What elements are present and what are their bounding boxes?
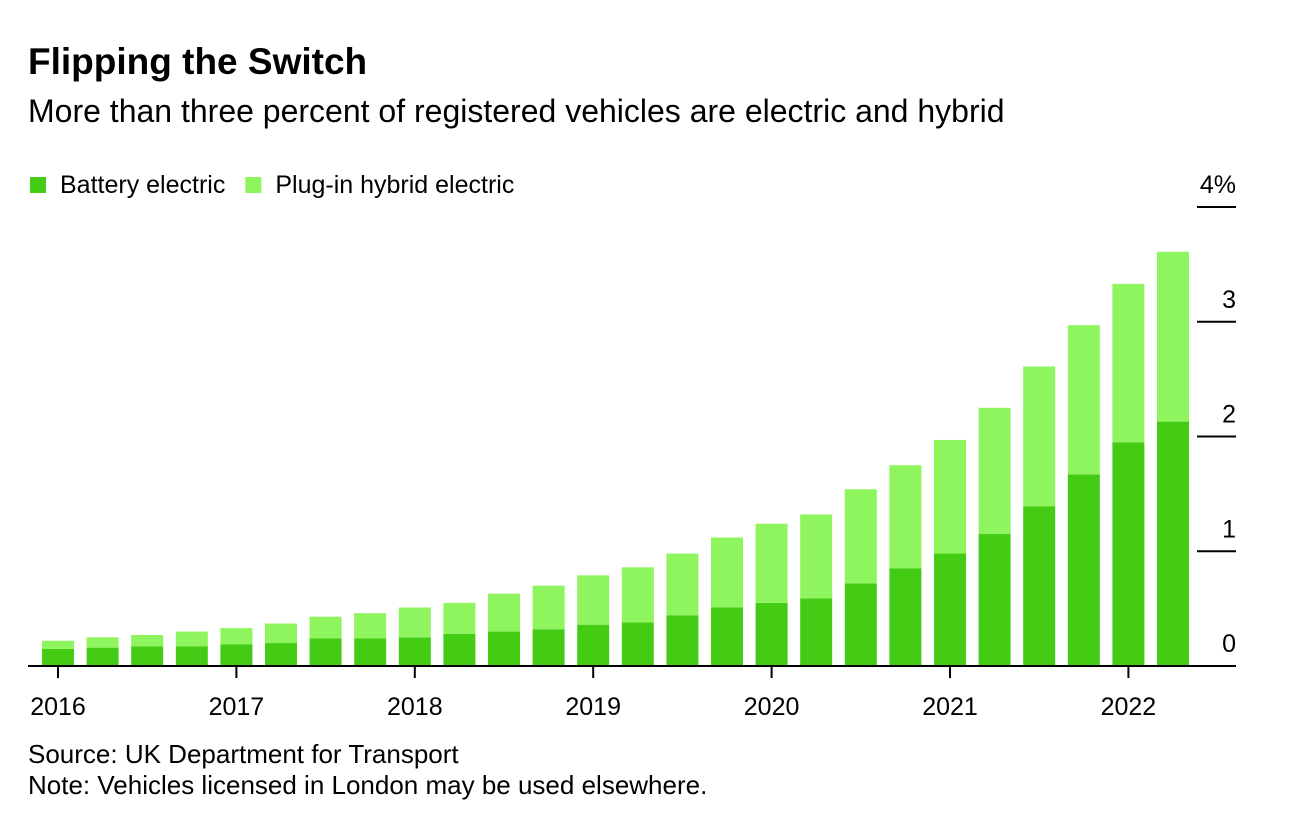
bar-segment bbox=[42, 640, 74, 649]
bar-segment bbox=[755, 602, 788, 666]
x-tick-label: 2019 bbox=[565, 693, 621, 721]
bar-segment bbox=[1023, 506, 1056, 666]
bar-segment bbox=[1157, 421, 1189, 666]
bar-segment bbox=[354, 638, 387, 666]
bar-segment bbox=[175, 631, 208, 647]
bar-segment bbox=[309, 616, 342, 639]
y-tick-label: 3 bbox=[1222, 286, 1236, 314]
bar-segment bbox=[265, 643, 297, 666]
bar-segment bbox=[220, 644, 253, 666]
x-tick-label: 2022 bbox=[1101, 693, 1157, 721]
bar-segment bbox=[621, 622, 654, 666]
bar-segment bbox=[175, 646, 208, 666]
bar-segment bbox=[86, 647, 119, 666]
source: Source: UK Department for Transport bbox=[28, 739, 459, 769]
legend-label: Plug-in hybrid electric bbox=[275, 171, 514, 199]
x-tick-label: 2016 bbox=[30, 693, 86, 721]
bar-segment bbox=[443, 602, 476, 634]
bar-segment bbox=[800, 514, 833, 599]
bar-segment bbox=[398, 607, 431, 638]
chart-subtitle: More than three percent of registered ve… bbox=[28, 93, 1005, 129]
bar-segment bbox=[1067, 474, 1100, 666]
bar-segment bbox=[443, 633, 476, 666]
bar-segment bbox=[488, 631, 520, 666]
bar-segment bbox=[532, 629, 565, 666]
bar-segment bbox=[711, 537, 743, 608]
y-tick-label: 2 bbox=[1222, 401, 1236, 429]
bar-segment bbox=[42, 648, 74, 666]
bar-segment bbox=[488, 593, 520, 632]
y-tick-label: 1 bbox=[1222, 515, 1236, 543]
bar-segment bbox=[131, 646, 164, 666]
note: Note: Vehicles licensed in London may be… bbox=[28, 770, 707, 800]
bar-segment bbox=[398, 637, 431, 666]
bar-segment bbox=[1112, 283, 1145, 443]
bar-segment bbox=[666, 553, 699, 616]
bar-segment bbox=[309, 638, 342, 666]
bar-segment bbox=[934, 553, 966, 666]
y-tick-label: 0 bbox=[1222, 630, 1236, 658]
bar-segment bbox=[844, 489, 877, 584]
bar-segment bbox=[978, 407, 1011, 535]
bar-segment bbox=[666, 615, 699, 666]
y-tick-label: 4% bbox=[1200, 171, 1236, 199]
bar-segment bbox=[354, 613, 387, 639]
bar-segment bbox=[1157, 251, 1189, 422]
bar-segment bbox=[577, 575, 610, 625]
bar-segment bbox=[755, 523, 788, 603]
bar-segment bbox=[86, 637, 119, 648]
bar-segment bbox=[1067, 325, 1100, 475]
legend-label: Battery electric bbox=[60, 171, 225, 199]
chart-title: Flipping the Switch bbox=[28, 41, 367, 82]
bar-segment bbox=[265, 623, 297, 644]
x-tick-label: 2021 bbox=[922, 693, 978, 721]
bar-segment bbox=[532, 585, 565, 630]
bar-segment bbox=[889, 465, 922, 569]
bar-segment bbox=[577, 624, 610, 666]
x-tick-label: 2020 bbox=[744, 693, 800, 721]
bar-segment bbox=[1112, 442, 1145, 666]
bar-segment bbox=[1023, 366, 1056, 507]
bar-segment bbox=[131, 635, 164, 647]
bar-segment bbox=[621, 567, 654, 623]
bar-segment bbox=[978, 534, 1011, 666]
bar-segment bbox=[934, 439, 966, 554]
bar-segment bbox=[800, 598, 833, 666]
legend-swatch bbox=[245, 177, 262, 193]
bar-segment bbox=[844, 583, 877, 666]
bar-segment bbox=[220, 628, 253, 645]
bar-segment bbox=[711, 607, 743, 666]
x-tick-label: 2018 bbox=[387, 693, 443, 721]
x-tick-label: 2017 bbox=[209, 693, 265, 721]
bar-segment bbox=[889, 568, 922, 666]
legend-swatch bbox=[30, 177, 46, 193]
